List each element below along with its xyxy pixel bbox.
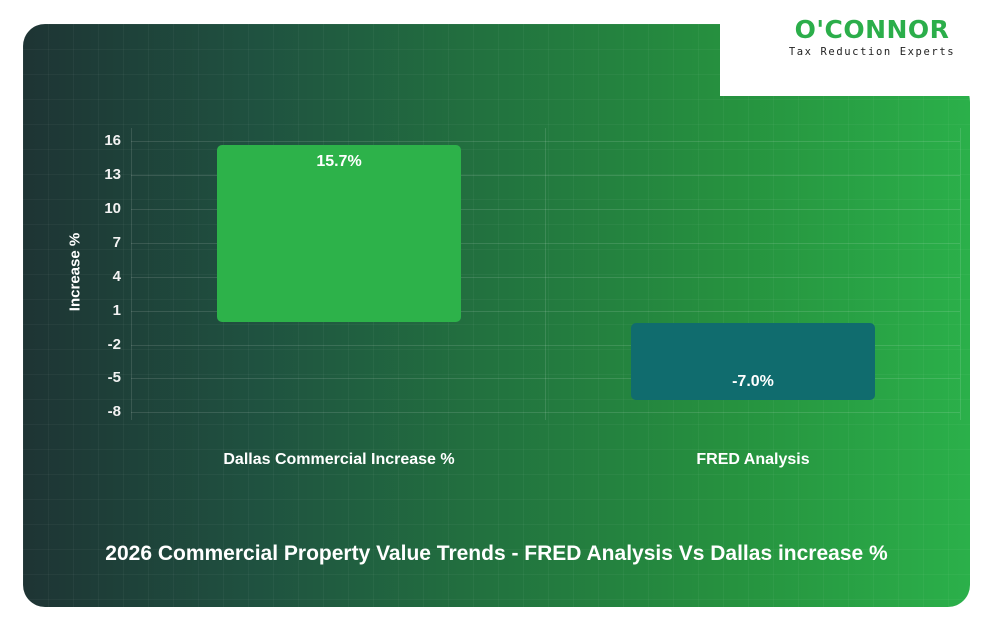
background-grid xyxy=(23,24,970,607)
gridline xyxy=(131,378,960,379)
chart-title: 2026 Commercial Property Value Trends - … xyxy=(105,542,888,565)
y-tick: -5 xyxy=(107,369,121,386)
y-tick: 10 xyxy=(104,200,121,217)
y-tick: -8 xyxy=(107,403,121,420)
brand-logo: O'CONNOR Tax Reduction Experts xyxy=(767,15,977,59)
y-tick: 1 xyxy=(112,302,121,319)
y-tick: 13 xyxy=(104,166,121,183)
bar-dallas[interactable]: 15.7% xyxy=(217,145,461,322)
gridline xyxy=(131,277,960,278)
x-category-label: FRED Analysis xyxy=(696,451,810,468)
chart-card xyxy=(23,24,970,607)
gridline xyxy=(131,175,960,176)
gridline xyxy=(131,345,960,346)
gridline xyxy=(131,209,960,210)
logo-notch xyxy=(690,24,970,102)
gridline-vertical xyxy=(960,128,961,420)
brand-name: O'CONNOR xyxy=(794,15,950,44)
brand-tagline: Tax Reduction Experts xyxy=(788,46,956,58)
y-tick: -2 xyxy=(107,336,121,353)
y-tick: 16 xyxy=(104,132,121,149)
gridline-vertical xyxy=(545,128,546,420)
bar-value-label: 15.7% xyxy=(316,153,362,170)
gridline xyxy=(131,412,960,413)
x-category-label: Dallas Commercial Increase % xyxy=(223,451,455,468)
y-tick: 4 xyxy=(112,268,121,285)
y-tick: 7 xyxy=(112,234,121,251)
gridline-vertical xyxy=(131,128,132,420)
bar-fred[interactable]: -7.0% xyxy=(631,323,875,400)
y-axis-label: Increase % xyxy=(66,232,84,312)
gridline xyxy=(131,243,960,244)
bar-value-label: -7.0% xyxy=(732,373,774,390)
gridline xyxy=(131,311,960,312)
gridline xyxy=(131,141,960,142)
